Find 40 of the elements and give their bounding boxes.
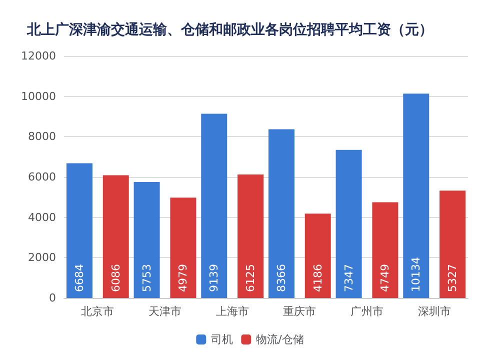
bar	[268, 129, 294, 298]
bar	[201, 114, 228, 298]
y-tick-label: 12000	[21, 50, 56, 62]
bar	[66, 163, 92, 298]
x-tick-label: 广州市	[350, 305, 384, 318]
x-tick-label: 重庆市	[283, 305, 316, 318]
bar	[102, 175, 129, 298]
chart-title: 北上广深津渝交通运输、仓储和邮政业各岗位招聘平均工资（元）	[26, 21, 433, 38]
bar	[440, 190, 466, 298]
bar	[336, 150, 362, 298]
data-label: 4979	[176, 264, 190, 292]
bar	[372, 202, 398, 298]
y-tick-label: 6000	[28, 170, 56, 184]
y-tick-label: 2000	[28, 251, 56, 264]
data-label: 4749	[378, 264, 392, 292]
y-tick-label: 4000	[28, 210, 56, 224]
y-tick-label: 0	[49, 292, 56, 304]
x-tick-label: 上海市	[216, 305, 249, 318]
data-label: 7347	[342, 264, 356, 292]
data-label: 6086	[109, 264, 122, 292]
x-tick-label: 北京市	[81, 305, 114, 318]
x-tick-label: 天津市	[148, 305, 182, 318]
y-tick-label: 8000	[28, 130, 56, 144]
bar	[304, 214, 331, 298]
data-label: 5327	[446, 264, 460, 292]
data-label: 4186	[311, 264, 324, 292]
x-tick-label: 深圳市	[418, 305, 451, 318]
bar	[238, 174, 264, 298]
data-label: 6684	[72, 264, 86, 292]
bar	[170, 198, 196, 298]
data-label: 5753	[140, 264, 154, 292]
legend-label: 司机	[211, 333, 234, 346]
legend-label: 物流/仓储	[256, 333, 304, 346]
data-label: 10134	[410, 257, 423, 292]
data-label: 9139	[208, 264, 221, 292]
bar	[134, 182, 160, 298]
data-label: 6125	[244, 264, 258, 292]
data-label: 8366	[274, 264, 288, 292]
y-tick-label: 10000	[21, 90, 56, 103]
bar	[403, 94, 430, 298]
